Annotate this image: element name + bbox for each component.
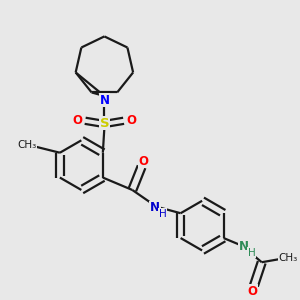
Text: S: S xyxy=(100,117,109,130)
Text: H: H xyxy=(248,248,255,258)
Text: N: N xyxy=(239,240,249,253)
Text: CH₃: CH₃ xyxy=(18,140,37,150)
Text: O: O xyxy=(248,285,257,298)
Text: O: O xyxy=(72,114,82,127)
Text: CH₃: CH₃ xyxy=(278,253,298,263)
Text: O: O xyxy=(126,114,136,127)
Text: N: N xyxy=(150,202,160,214)
Text: O: O xyxy=(138,154,148,168)
Text: H: H xyxy=(159,208,167,218)
Text: N: N xyxy=(99,94,110,106)
